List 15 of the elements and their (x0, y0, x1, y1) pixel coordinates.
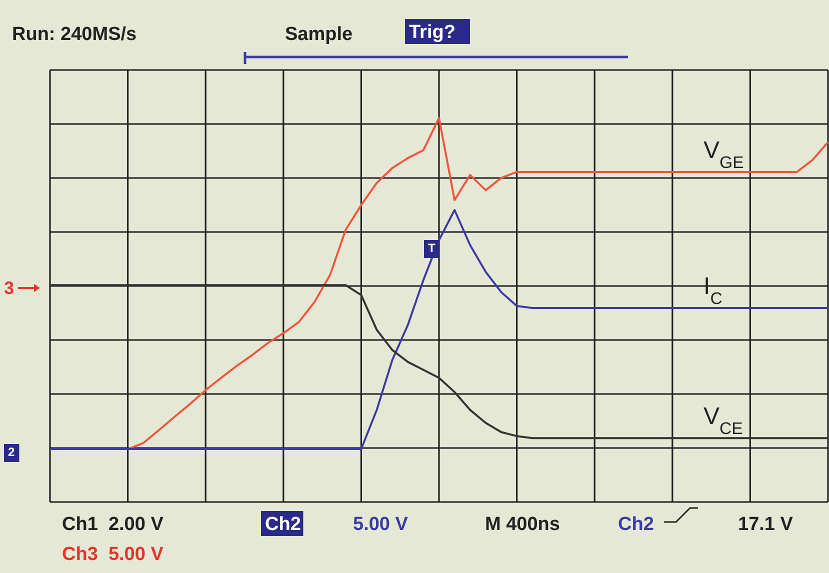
text: 2 (8, 445, 15, 459)
text: Trig? (409, 22, 456, 43)
text: 3 (4, 278, 14, 298)
series-label: V$_{CE}$ (704, 403, 743, 438)
text: Ch3 5.00 V (62, 544, 164, 565)
text: 5.00 V (353, 514, 408, 535)
text: M 400ns (485, 514, 560, 535)
text: Sample (285, 24, 353, 45)
text: Ch2 (618, 514, 654, 535)
text: Ch1 2.00 V (62, 514, 164, 535)
text: Run: 240MS/s (12, 24, 137, 45)
text: Ch2 (265, 514, 301, 535)
text: 17.1 V (738, 514, 794, 535)
annotation: T (428, 241, 436, 255)
series-label: V$_{GE}$ (704, 136, 744, 172)
